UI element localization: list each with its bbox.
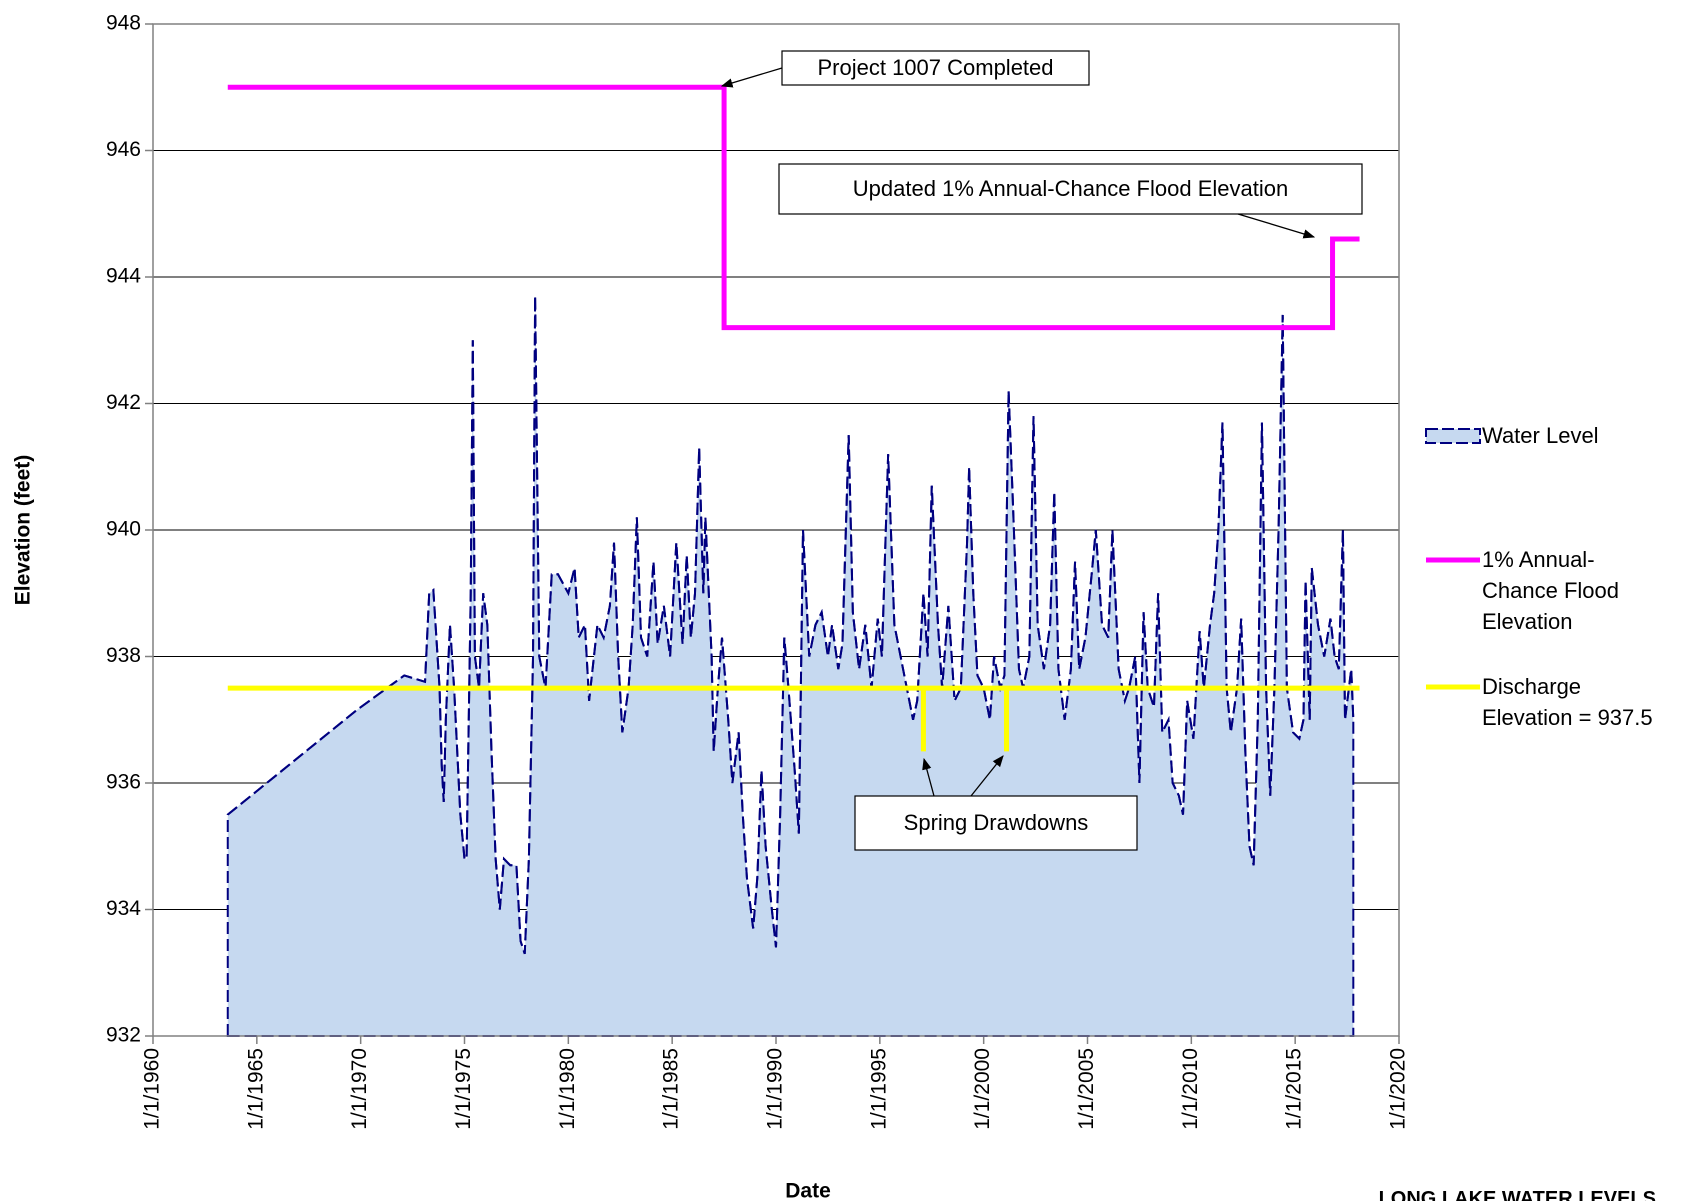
y-tick-label: 942 — [106, 391, 141, 414]
x-tick-label: 1/1/2010 — [1179, 1048, 1202, 1130]
y-tick-label: 936 — [106, 771, 141, 794]
annotation-arrow — [1237, 213, 1316, 239]
annotation-arrow — [970, 755, 1004, 797]
y-tick-label: 938 — [106, 644, 141, 667]
x-tick-label: 1/1/1965 — [244, 1048, 267, 1130]
annotation-arrow — [720, 67, 783, 88]
legend-label: Water Level — [1482, 423, 1599, 448]
x-tick-label: 1/1/2005 — [1075, 1048, 1098, 1130]
annotation-text: Updated 1% Annual-Chance Flood Elevation — [853, 176, 1288, 201]
legend-label: Discharge Elevation = 937.5 — [1482, 674, 1653, 730]
plot-border — [152, 23, 1400, 1037]
x-axis-title: Date — [785, 1180, 831, 1201]
annotation-box — [781, 50, 1090, 86]
x-tick-label: 1/1/2000 — [971, 1048, 994, 1130]
x-tick-label: 1/1/1995 — [867, 1048, 890, 1130]
legend-swatch — [1425, 428, 1481, 444]
x-tick-label: 1/1/2015 — [1283, 1048, 1306, 1130]
annotation-box — [854, 795, 1138, 851]
y-tick-label: 934 — [106, 897, 141, 920]
annotation-arrow — [922, 757, 935, 797]
series-line — [227, 84, 1360, 331]
x-tick-label: 1/1/1960 — [141, 1048, 164, 1130]
series-line — [227, 685, 1360, 752]
x-tick-label: 1/1/1970 — [348, 1048, 371, 1130]
annotation-box — [778, 163, 1363, 215]
y-tick-label: 946 — [106, 138, 141, 161]
x-tick-label: 1/1/2020 — [1387, 1048, 1410, 1130]
y-axis-title: Elevation (feet) — [12, 455, 35, 606]
annotation-text: Spring Drawdowns — [904, 810, 1089, 835]
x-tick-label: 1/1/1975 — [452, 1048, 475, 1130]
y-tick-label: 940 — [106, 518, 141, 541]
x-tick-label: 1/1/1990 — [764, 1048, 787, 1130]
legend-label: 1% Annual-Chance Flood Elevation — [1482, 547, 1619, 634]
annotation-text: Project 1007 Completed — [817, 55, 1053, 80]
x-tick-label: 1/1/1985 — [660, 1048, 683, 1130]
y-tick-label: 948 — [106, 12, 141, 35]
series-line — [227, 295, 1355, 955]
chart-title: LONG LAKE WATER LEVELS — [1379, 1188, 1656, 1201]
x-tick-label: 1/1/1980 — [556, 1048, 579, 1130]
y-tick-label: 932 — [106, 1024, 141, 1047]
y-tick-label: 944 — [106, 265, 141, 288]
